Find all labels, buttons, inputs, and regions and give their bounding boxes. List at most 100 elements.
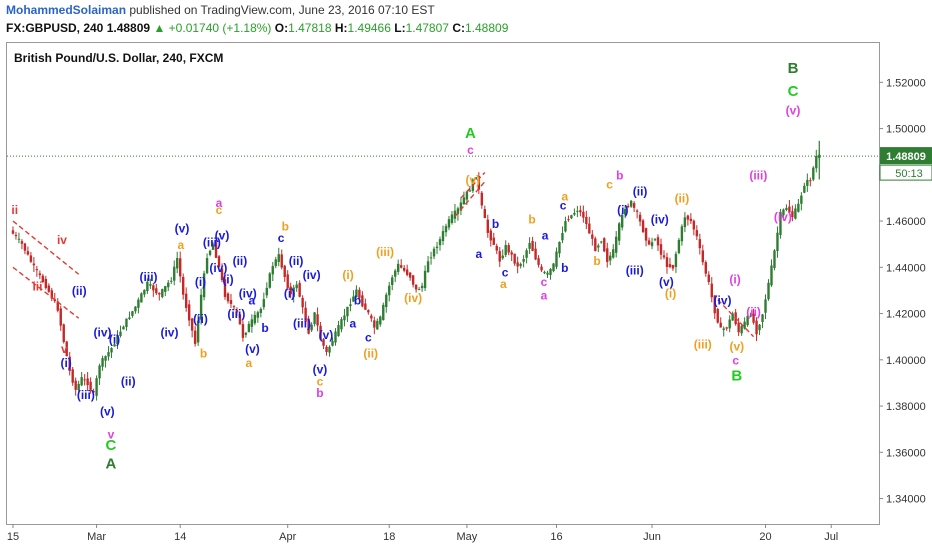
candle-body	[797, 203, 800, 212]
candle-body	[677, 239, 681, 254]
candle-body	[809, 180, 812, 182]
candle-body	[20, 241, 24, 244]
candle-body	[617, 223, 621, 241]
candle-body	[71, 369, 74, 383]
candle-body	[68, 356, 71, 371]
candle-body	[579, 210, 582, 213]
wave-label: (v)	[466, 173, 481, 187]
candle-body	[316, 314, 319, 326]
price-tag: 1.48809 50:13	[879, 147, 932, 181]
candle-body	[334, 331, 337, 343]
candle-body	[656, 237, 660, 246]
wave-label: (iii)	[626, 263, 644, 277]
candle-body	[17, 238, 21, 240]
candle-body	[671, 264, 675, 269]
candle-body	[35, 269, 39, 271]
candle-body	[629, 200, 633, 207]
wave-label: iii	[32, 279, 42, 293]
y-tick-label: 1.42000	[886, 309, 926, 321]
wave-label: A	[106, 456, 117, 473]
candle-body	[283, 265, 286, 277]
wave-label: a	[542, 229, 549, 243]
candle-body	[453, 210, 457, 219]
candle-body	[567, 219, 570, 221]
wave-label: b	[593, 254, 600, 268]
candle-body	[107, 352, 110, 357]
wave-label: a	[541, 289, 548, 303]
y-tick-label: 1.36000	[886, 447, 926, 459]
candle-body	[131, 311, 134, 316]
publish-line: MohammedSolaiman published on TradingVie…	[6, 3, 435, 17]
candle-body	[402, 267, 406, 271]
wave-label: (i)	[617, 203, 628, 217]
candle-body	[373, 320, 376, 328]
candle-body	[432, 248, 436, 257]
wave-label: B	[788, 60, 799, 77]
candle-body	[462, 197, 466, 205]
wave-label: b	[261, 321, 268, 335]
candle-body	[507, 245, 510, 253]
x-tick-label: 16	[550, 531, 562, 543]
candle-body	[803, 185, 806, 193]
wave-label: (iii)	[140, 270, 158, 284]
y-axis[interactable]: 1.34000 1.36000 1.38000 1.40000 1.42000 1.440…	[879, 77, 926, 506]
x-tick-label: 14	[174, 531, 186, 543]
candle-body	[704, 262, 707, 274]
candle-body	[268, 273, 271, 288]
candle-body	[570, 215, 573, 219]
y-tick-label: 1.44000	[886, 262, 926, 274]
candle-body	[328, 346, 331, 353]
wave-label: b	[616, 168, 623, 182]
candle-body	[600, 241, 603, 243]
candle-body	[561, 233, 564, 241]
wave-label: (v)	[319, 328, 334, 342]
candle-body	[752, 313, 755, 323]
candle-body	[358, 289, 361, 298]
wave-label: (iii)	[293, 316, 311, 330]
wave-label: (iv)	[404, 291, 422, 305]
candle-body	[716, 309, 719, 323]
candle-body	[609, 255, 612, 261]
wave-label: v	[61, 342, 68, 356]
candle-body	[382, 304, 385, 320]
candle-body	[776, 232, 779, 252]
wave-label: v	[108, 427, 115, 441]
wave-label: (i)	[60, 356, 71, 370]
candle-body	[310, 324, 313, 331]
candle-body	[56, 301, 59, 311]
candle-body	[399, 265, 403, 268]
candle-body	[349, 304, 352, 307]
candle-body	[98, 365, 101, 379]
candle-body	[665, 257, 669, 267]
close-label: C:	[452, 21, 465, 35]
wave-label: c	[216, 203, 223, 217]
candle-body	[259, 308, 263, 314]
candle-body	[391, 277, 394, 286]
candle-body	[480, 192, 484, 206]
candle-body	[397, 263, 400, 272]
x-axis[interactable]: 15 Mar 14 Apr 18 May 16 Jun 20 Jul	[7, 524, 838, 543]
wave-label: ii	[11, 203, 18, 217]
wave-label: (iii)	[77, 388, 95, 402]
candle-body	[537, 258, 540, 265]
wave-label: C	[788, 83, 799, 100]
candle-body	[719, 322, 722, 328]
wave-labels: iiiviiiv(ii)(i)(iii)(iv)(i)(ii)(v)(iii)(…	[11, 60, 800, 472]
chart-title: British Pound/U.S. Dollar, 240, FXCM	[14, 51, 223, 65]
trendline	[460, 172, 486, 199]
candle-body	[292, 287, 295, 297]
candle-body	[746, 315, 749, 326]
trendline	[12, 220, 80, 275]
candle-body	[414, 284, 418, 290]
publish-text: published on TradingView.com, June 23, 2…	[129, 3, 435, 17]
candle-body	[26, 251, 30, 255]
wave-label: (iii)	[376, 245, 394, 259]
candle-body	[187, 304, 191, 321]
candle-body	[785, 207, 788, 210]
candle-body	[564, 221, 567, 232]
chart-frame[interactable]	[6, 42, 880, 525]
y-tick-label: 1.52000	[886, 77, 926, 89]
wave-label: (v)	[730, 340, 745, 354]
author-link[interactable]: MohammedSolaiman	[6, 3, 127, 17]
